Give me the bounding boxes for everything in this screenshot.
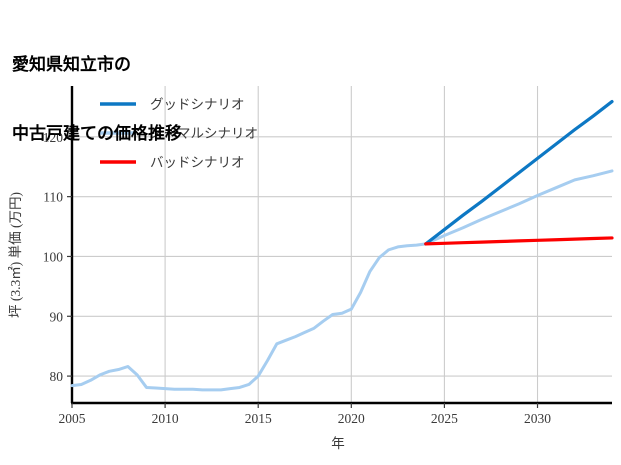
legend-label: バッドシナリオ <box>150 155 245 170</box>
legend-label: ノーマルシナリオ <box>150 126 258 141</box>
x-tick-label: 2010 <box>152 411 179 426</box>
series-line <box>70 169 614 392</box>
x-tick-label: 2005 <box>59 411 86 426</box>
legend-label: グッドシナリオ <box>150 97 245 112</box>
y-tick-label: 100 <box>43 249 64 264</box>
x-tick-label: 2015 <box>245 411 272 426</box>
series-line <box>424 236 614 246</box>
y-axis-title: 坪 (3.3㎡) 単価 (万円) <box>8 192 23 318</box>
data-series-group <box>70 99 614 392</box>
chart-title-line-1: 愛知県知立市の <box>12 54 131 74</box>
y-tick-label: 80 <box>50 369 64 384</box>
x-tick-label: 2020 <box>338 411 365 426</box>
series-line <box>424 99 614 246</box>
y-tick-label: 120 <box>43 130 64 145</box>
axis-spines <box>70 86 612 405</box>
x-tick-label: 2030 <box>524 411 551 426</box>
chart-title: 愛知県知立市の 中古戸建ての価格推移 <box>12 8 182 192</box>
axis-ticks <box>67 136 539 408</box>
chart-title-line-2: 中古戸建ての価格推移 <box>12 123 182 143</box>
x-axis-title: 年 <box>331 436 345 451</box>
x-tick-label: 2025 <box>431 411 458 426</box>
y-tick-label: 110 <box>43 190 63 205</box>
y-tick-label: 90 <box>50 309 64 324</box>
axis-tick-labels: 80 90 100 110 120 2005 2010 2015 2020 2025 2030 <box>43 130 552 426</box>
